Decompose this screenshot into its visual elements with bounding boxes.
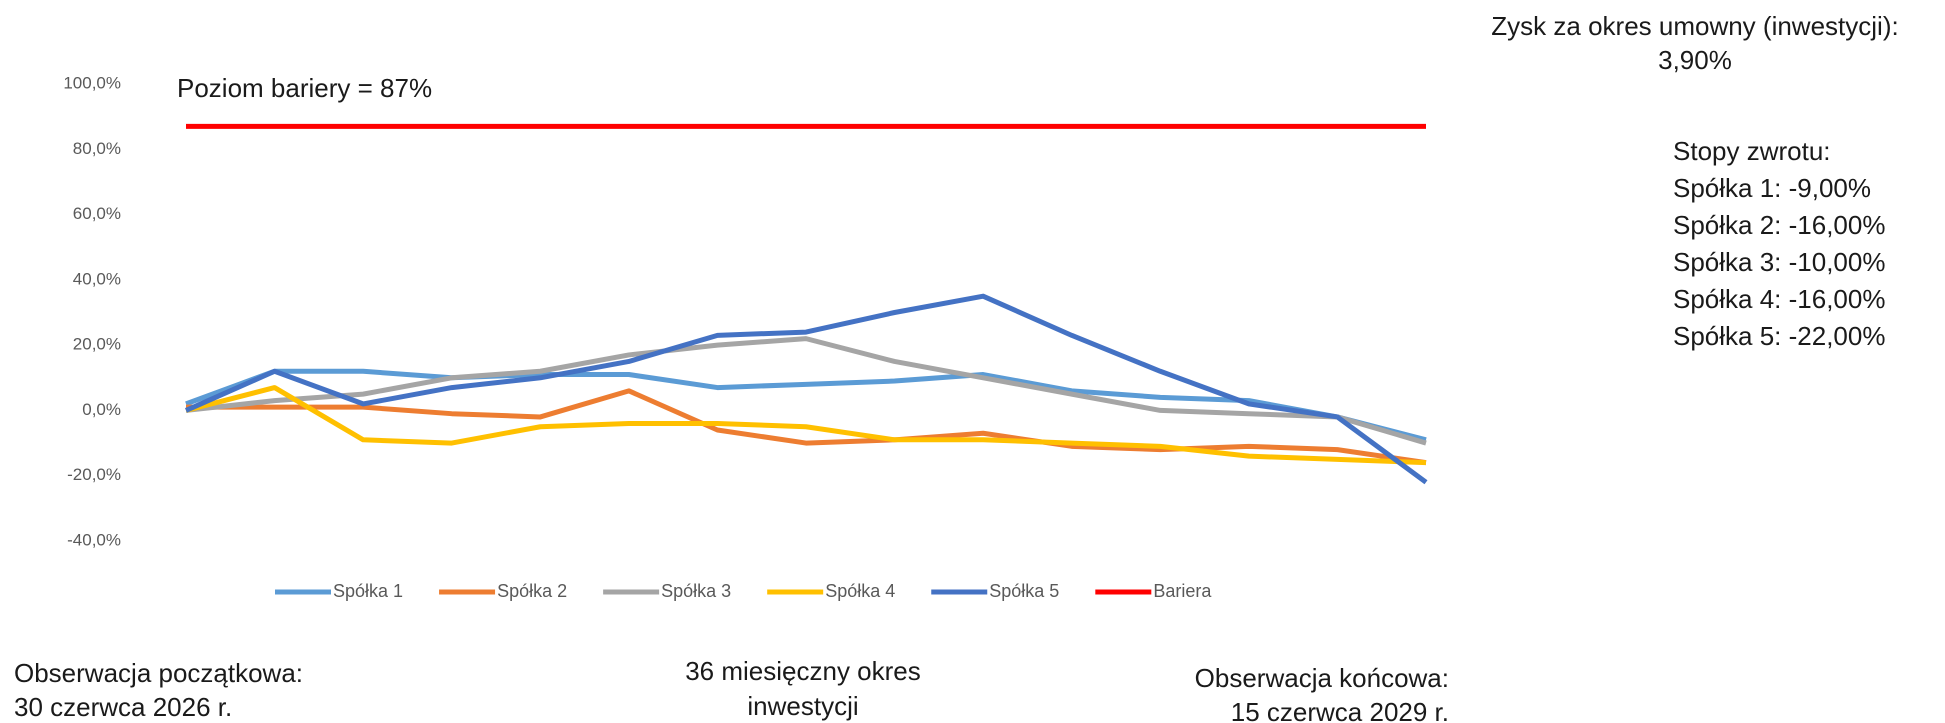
y-tick-label: -20,0% [67, 465, 121, 484]
series-line [185, 368, 1427, 443]
profit-value: 3,90% [1658, 45, 1732, 75]
legend-label: Spółka 5 [989, 581, 1059, 601]
series-line [186, 388, 1427, 466]
legend-label: Bariera [1153, 581, 1212, 601]
returns-title: Stopy zwrotu: [1673, 136, 1831, 166]
annotation: Poziom bariery = 87% [177, 73, 432, 103]
series-line [184, 293, 1428, 485]
footer-text: 30 czerwca 2026 r. [14, 692, 232, 722]
y-tick-label: 40,0% [73, 269, 121, 288]
return-item: Spółka 5: -22,00% [1673, 321, 1885, 351]
footer-text: 15 czerwca 2029 r. [1231, 697, 1449, 723]
return-item: Spółka 1: -9,00% [1673, 173, 1871, 203]
legend-label: Spółka 2 [497, 581, 567, 601]
y-tick-label: 20,0% [73, 335, 121, 354]
y-tick-label: 0,0% [82, 400, 121, 419]
footer-text: Obserwacja końcowa: [1195, 663, 1449, 693]
profit-title: Zysk za okres umowny (inwestycji): [1491, 11, 1898, 41]
legend-label: Spółka 4 [825, 581, 895, 601]
return-item: Spółka 4: -16,00% [1673, 284, 1885, 314]
y-tick-label: 60,0% [73, 204, 121, 223]
y-tick-label: 80,0% [73, 139, 121, 158]
legend-label: Spółka 1 [333, 581, 403, 601]
footer-text: Obserwacja początkowa: [14, 658, 303, 688]
return-item: Spółka 3: -10,00% [1673, 247, 1885, 277]
y-tick-label: -40,0% [67, 530, 121, 549]
return-item: Spółka 2: -16,00% [1673, 210, 1885, 240]
series-line [185, 385, 1427, 466]
footer-text: inwestycji [747, 691, 858, 721]
legend-label: Spółka 3 [661, 581, 731, 601]
footer-text: 36 miesięczny okres [685, 656, 921, 686]
y-tick-label: 100,0% [63, 73, 121, 92]
series-line [185, 336, 1427, 446]
